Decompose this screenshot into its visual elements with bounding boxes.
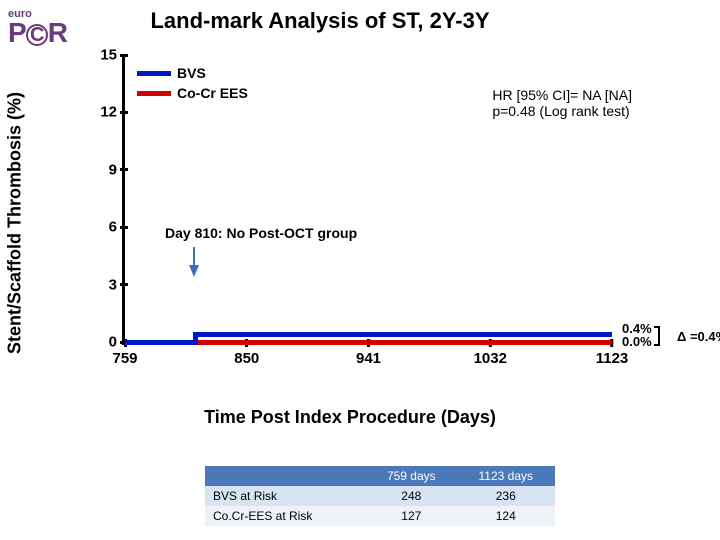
th-blank [205,466,366,486]
legend-cocr: Co-Cr EES [137,85,248,101]
ytick-2: 6 [91,219,125,236]
xtick-2: 941 [356,342,381,367]
legend: BVS Co-Cr EES [137,65,248,105]
xtick-3: 1032 [474,342,507,367]
table-row: BVS at Risk 248 236 [205,486,555,506]
table-row: Co.Cr-EES at Risk 127 124 [205,506,555,526]
ytick-4: 12 [91,104,125,121]
logo-r: R [48,17,67,48]
delta-label: Δ =0.4% [677,329,720,344]
legend-label-bvs: BVS [177,65,206,81]
row1-c1: 127 [366,506,456,526]
series-bvs-seg2 [193,332,612,337]
page-title: Land-mark Analysis of ST, 2Y-3Y [130,8,510,33]
plot-area: 0 3 6 9 12 15 759 850 941 1032 1123 BVS … [122,55,612,345]
ytick-1: 3 [91,276,125,293]
logo: euro PCR [8,8,67,46]
brace-icon [654,326,660,346]
y-axis-label: Stent/Scaffold Thrombosis (%) [5,91,26,353]
at-risk-table: 759 days 1123 days BVS at Risk 248 236 C… [205,466,555,526]
row0-c1: 248 [366,486,456,506]
annotation-arrow-icon [189,265,199,277]
annotation-text: Day 810: No Post-OCT group [165,225,357,241]
table-header-row: 759 days 1123 days [205,466,555,486]
th-1123: 1123 days [457,466,556,486]
ytick-5: 15 [91,47,125,64]
row0-label: BVS at Risk [205,486,366,506]
xtick-1: 850 [234,342,259,367]
row0-c2: 236 [457,486,556,506]
x-axis-label: Time Post Index Procedure (Days) [204,407,496,428]
logo-main: PCR [8,20,67,46]
logo-c: C [26,24,48,46]
legend-swatch-bvs [137,71,171,76]
legend-swatch-cocr [137,91,171,96]
ytick-3: 9 [91,161,125,178]
xtick-0: 759 [112,342,137,367]
annotation-arrow-stem [193,247,195,267]
series-bvs-seg1 [125,340,193,345]
legend-label-cocr: Co-Cr EES [177,85,248,101]
row1-label: Co.Cr-EES at Risk [205,506,366,526]
survival-chart: Stent/Scaffold Thrombosis (%) Time Post … [60,55,640,390]
row1-c2: 124 [457,506,556,526]
th-759: 759 days [366,466,456,486]
legend-bvs: BVS [137,65,248,81]
logo-p: P [8,17,26,48]
